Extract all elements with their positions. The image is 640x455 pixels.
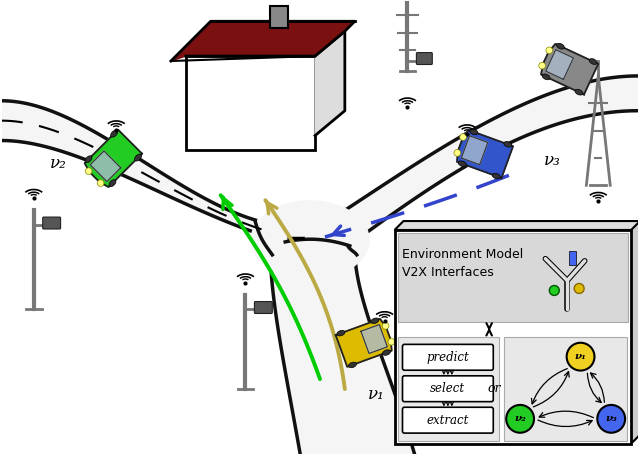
FancyBboxPatch shape [255,302,272,313]
Ellipse shape [556,43,564,49]
Polygon shape [461,136,488,165]
FancyBboxPatch shape [504,337,627,441]
Ellipse shape [492,173,500,179]
Text: ν₃: ν₃ [543,152,561,169]
Ellipse shape [504,142,512,147]
Circle shape [506,405,534,433]
Circle shape [546,47,552,54]
Ellipse shape [589,59,597,65]
FancyBboxPatch shape [403,344,493,370]
Ellipse shape [348,362,356,368]
Text: ν₁: ν₁ [368,386,385,403]
Ellipse shape [383,350,390,355]
Polygon shape [361,324,387,354]
Circle shape [85,168,92,174]
Ellipse shape [134,154,141,161]
Text: Environment Model: Environment Model [403,248,524,261]
Polygon shape [315,31,345,136]
Circle shape [566,343,595,370]
FancyBboxPatch shape [417,53,432,65]
Text: ν₂: ν₂ [50,155,67,172]
Polygon shape [84,130,142,187]
Text: select: select [430,382,465,395]
FancyBboxPatch shape [569,251,576,265]
Text: predict: predict [426,351,469,364]
Polygon shape [90,151,121,182]
Circle shape [597,405,625,433]
Circle shape [460,134,467,141]
FancyBboxPatch shape [186,56,315,151]
Polygon shape [403,221,640,444]
Ellipse shape [470,129,478,135]
FancyBboxPatch shape [397,337,499,441]
Text: V2X Interfaces: V2X Interfaces [403,266,494,279]
Ellipse shape [458,161,467,167]
Text: ν₁: ν₁ [575,352,586,361]
Polygon shape [335,319,392,367]
Text: or: or [488,382,501,395]
Circle shape [574,283,584,293]
Polygon shape [457,130,513,178]
Ellipse shape [575,89,583,95]
Polygon shape [270,250,415,454]
Circle shape [539,62,545,69]
Polygon shape [330,76,638,245]
Ellipse shape [85,156,92,163]
FancyBboxPatch shape [397,233,628,322]
Ellipse shape [111,130,118,137]
Circle shape [388,339,395,345]
Text: ν₃: ν₃ [605,415,617,423]
Circle shape [454,150,461,156]
Polygon shape [394,221,640,230]
FancyBboxPatch shape [403,376,493,402]
Polygon shape [2,101,285,242]
Ellipse shape [337,330,345,336]
Text: extract: extract [427,414,469,427]
Circle shape [549,285,559,295]
FancyBboxPatch shape [43,217,61,229]
Polygon shape [541,44,598,95]
FancyBboxPatch shape [270,6,288,28]
FancyBboxPatch shape [403,407,493,433]
Text: ν₂: ν₂ [514,415,526,423]
Polygon shape [171,21,355,61]
FancyBboxPatch shape [394,230,631,444]
Ellipse shape [250,200,370,280]
Ellipse shape [542,74,550,80]
Circle shape [97,180,104,187]
Circle shape [382,323,389,329]
Ellipse shape [109,180,116,187]
Ellipse shape [371,318,379,324]
Polygon shape [546,50,573,79]
